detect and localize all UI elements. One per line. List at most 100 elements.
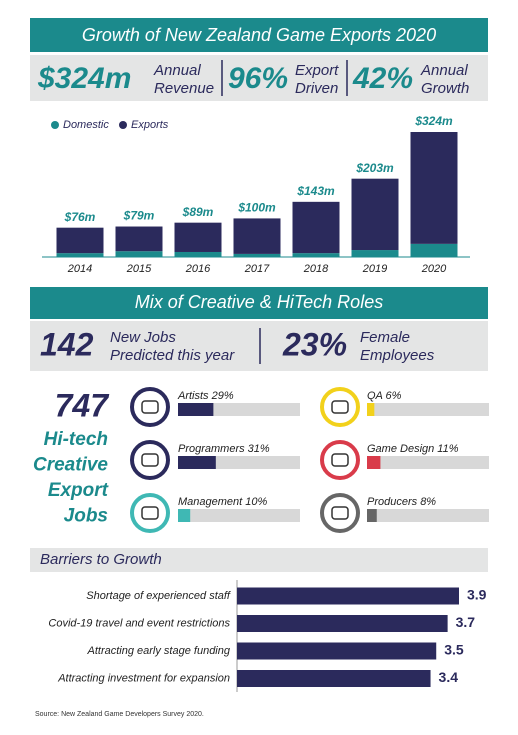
role-label: Artists 29% (177, 390, 234, 402)
y-tick-label: Shortage of experienced staff (86, 590, 231, 602)
bar-segment (174, 251, 222, 257)
value-label: $143m (296, 184, 335, 198)
progress-fill (367, 456, 381, 469)
role-label: Producers 8% (367, 496, 436, 508)
jobs-total: 747 (55, 387, 111, 423)
stats-band (30, 55, 488, 101)
progress-fill (367, 509, 377, 522)
progress-track (178, 509, 300, 522)
bar (237, 587, 459, 605)
progress-fill (178, 456, 216, 469)
value-label: 3.4 (439, 669, 459, 685)
bar-segment (56, 253, 104, 257)
stat-value: 142 (40, 326, 94, 362)
stat-label: Female (360, 329, 410, 346)
bar-segment (56, 227, 104, 254)
x-tick-label: 2019 (362, 263, 387, 275)
role-label: Programmers 31% (178, 443, 270, 455)
x-tick-label: 2017 (244, 263, 270, 275)
legend-swatch (51, 121, 59, 129)
progress-fill (178, 509, 191, 522)
bar-segment (292, 253, 340, 257)
y-tick-label: Attracting investment for expansion (57, 672, 230, 684)
value-label: $79m (123, 209, 155, 223)
role-icon (320, 387, 360, 427)
icon-glyph (331, 453, 349, 467)
legend-swatch (119, 121, 127, 129)
progress-fill (367, 403, 375, 416)
y-tick-label: Covid-19 travel and event restrictions (48, 617, 230, 629)
jobs-caption: Export (48, 480, 109, 501)
jobs-caption: Hi-tech (44, 429, 108, 450)
stat-value: 42% (352, 62, 413, 95)
icon-glyph (141, 453, 159, 467)
barriers-band (30, 548, 488, 572)
value-label: $100m (237, 201, 276, 215)
bar-segment (351, 178, 399, 251)
jobs-caption: Creative (33, 455, 108, 476)
value-label: 3.5 (444, 642, 464, 658)
bar-segment (233, 253, 281, 257)
x-tick-label: 2015 (126, 263, 152, 275)
role-label: Game Design 11% (367, 443, 459, 455)
stat-label: Annual (420, 62, 468, 79)
value-label: $203m (355, 161, 394, 175)
stat-value: 23% (282, 326, 347, 362)
progress-track (367, 456, 489, 469)
bar-segment (174, 222, 222, 252)
bar-segment (292, 201, 340, 254)
stat-value: $324m (37, 62, 131, 95)
jobs-caption: Jobs (64, 506, 108, 527)
stat-value: 96% (228, 62, 288, 95)
bar-segment (115, 251, 163, 257)
legend-label: Exports (131, 119, 169, 131)
x-tick-label: 2016 (185, 263, 211, 275)
bar-segment (351, 250, 399, 257)
stat-label: Export (295, 62, 339, 79)
stat-label: Employees (360, 347, 435, 364)
roles-banner (30, 287, 488, 319)
icon-glyph (331, 400, 349, 414)
stat-label: Growth (421, 80, 469, 97)
role-label: QA 6% (367, 390, 402, 402)
value-label: $324m (414, 114, 453, 128)
role-icon (320, 440, 360, 480)
role-icon (130, 493, 170, 533)
icon-glyph (141, 506, 159, 520)
role-icon (320, 493, 360, 533)
role-icon (130, 440, 170, 480)
stat-label: Predicted this year (110, 347, 235, 364)
title-banner (30, 18, 488, 52)
progress-track (367, 403, 489, 416)
stat-label: Revenue (154, 80, 214, 97)
bar (237, 670, 431, 687)
bar-segment (410, 243, 458, 257)
stat-label: Driven (295, 80, 338, 97)
role-icon (130, 387, 170, 427)
x-tick-label: 2018 (303, 263, 329, 275)
bar (237, 615, 448, 632)
bar-segment (410, 132, 458, 244)
x-tick-label: 2014 (67, 263, 92, 275)
value-label: $76m (64, 210, 96, 224)
bar-segment (233, 218, 281, 254)
progress-fill (178, 403, 214, 416)
value-label: 3.7 (456, 614, 476, 630)
y-tick-label: Attracting early stage funding (87, 645, 231, 657)
barriers-title: Barriers to Growth (40, 551, 162, 568)
roles-title: Mix of Creative & HiTech Roles (135, 292, 383, 312)
x-tick-label: 2020 (421, 263, 447, 275)
role-label: Management 10% (178, 496, 267, 508)
legend-label: Domestic (63, 119, 109, 131)
icon-glyph (141, 400, 159, 414)
icon-glyph (331, 506, 349, 520)
stat-label: New Jobs (110, 329, 176, 346)
bar-segment (115, 226, 163, 252)
bar (237, 642, 437, 660)
stat-label: Annual (153, 62, 201, 79)
progress-track (367, 509, 489, 522)
roles-stats-band (30, 321, 488, 371)
value-label: 3.9 (467, 587, 487, 603)
value-label: $89m (182, 205, 214, 219)
